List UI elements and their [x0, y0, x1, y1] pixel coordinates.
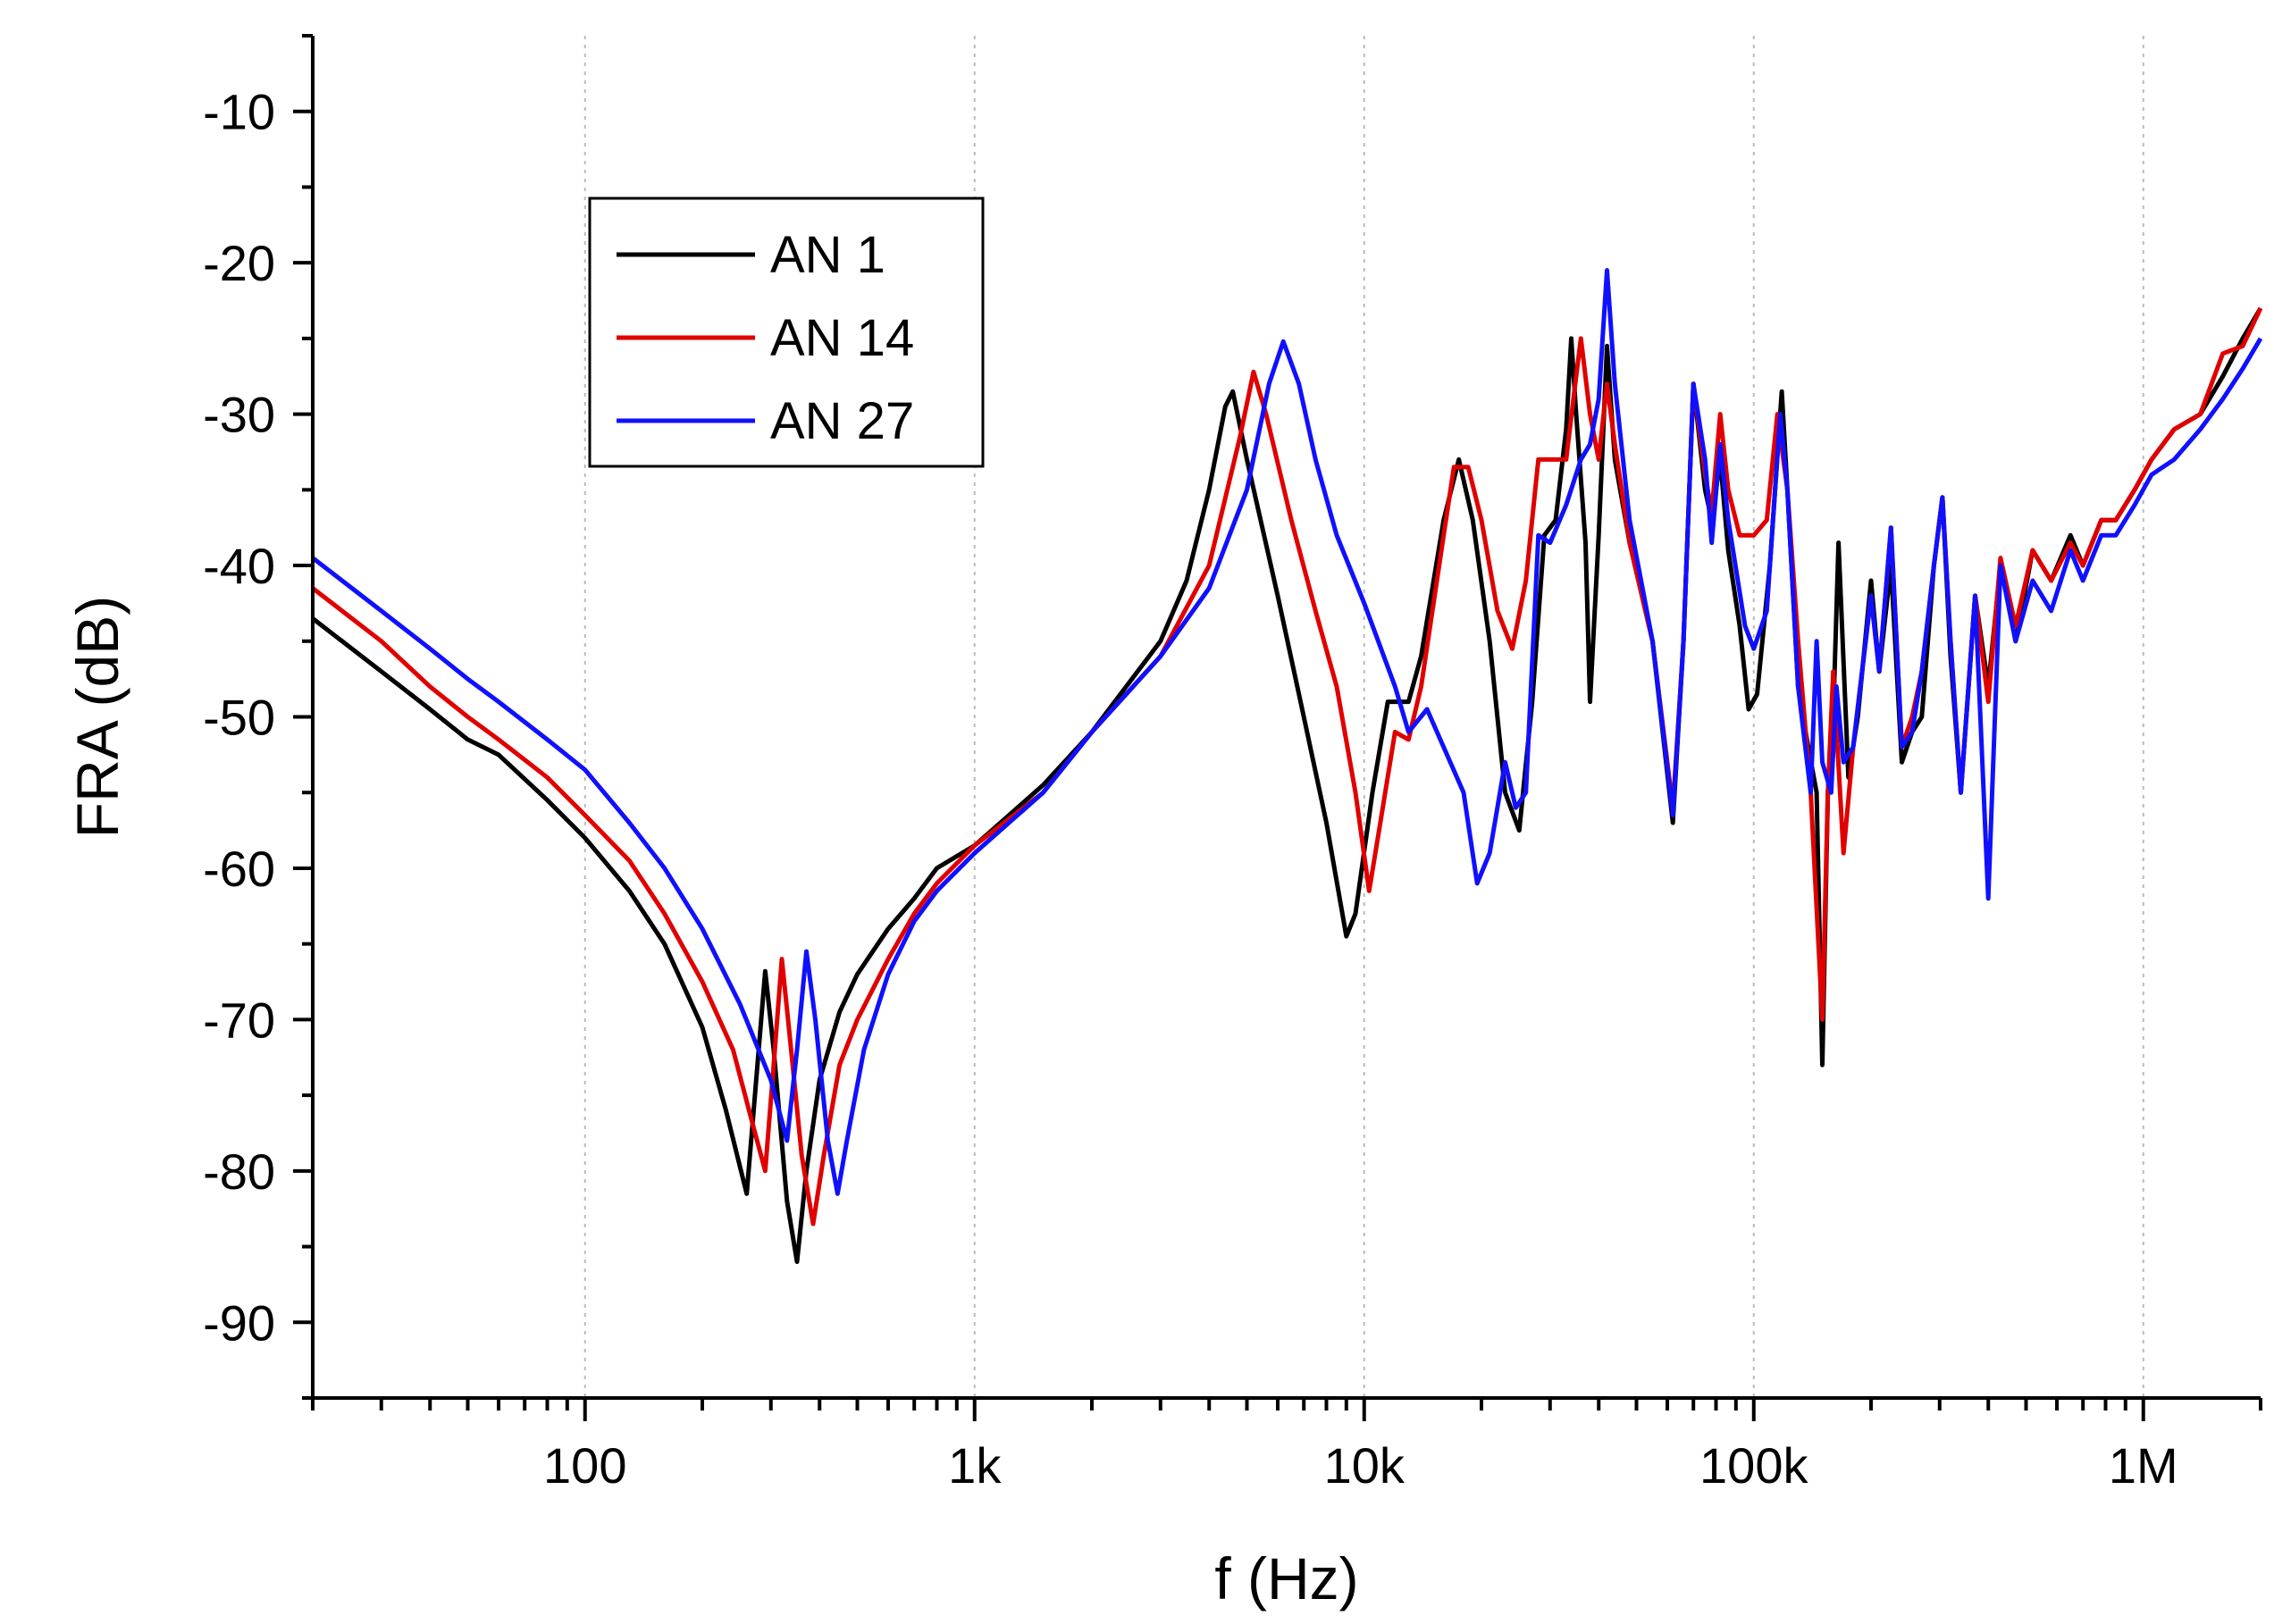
x-tick-label: 100k — [1699, 1437, 1808, 1494]
legend-label: AN 27 — [770, 392, 914, 450]
legend: AN 1 AN 14 AN 27 — [588, 197, 985, 468]
y-tick-label: -20 — [203, 235, 275, 291]
x-tick-label: 100 — [543, 1437, 626, 1494]
y-tick-label: -10 — [203, 84, 275, 140]
y-tick-label: -50 — [203, 690, 275, 746]
y-tick-label: -90 — [203, 1294, 275, 1351]
y-tick-label: -30 — [203, 387, 275, 443]
y-tick-label: -40 — [203, 538, 275, 594]
grid-lines — [583, 36, 2144, 1398]
x-tick-label: 1k — [948, 1437, 1002, 1494]
legend-label: AN 1 — [770, 226, 885, 284]
y-tick-label: -70 — [203, 992, 275, 1048]
x-axis-ticks: 100 1k 10k 100k 1M — [311, 1398, 2262, 1494]
x-tick-label: 10k — [1324, 1437, 1406, 1494]
y-axis-ticks: -10 -20 -30 -40 -50 -60 -70 -80 -90 — [203, 34, 313, 1400]
y-axis-title: FRA (dB) — [64, 596, 130, 838]
y-tick-label: -60 — [203, 841, 275, 897]
plot-series — [311, 268, 2263, 1264]
x-axis-title: f (Hz) — [1214, 1545, 1358, 1611]
x-tick-label: 1M — [2109, 1437, 2178, 1494]
legend-label: AN 14 — [770, 309, 914, 367]
series-line-an-27 — [311, 268, 2263, 1196]
y-tick-label: -80 — [203, 1143, 275, 1200]
